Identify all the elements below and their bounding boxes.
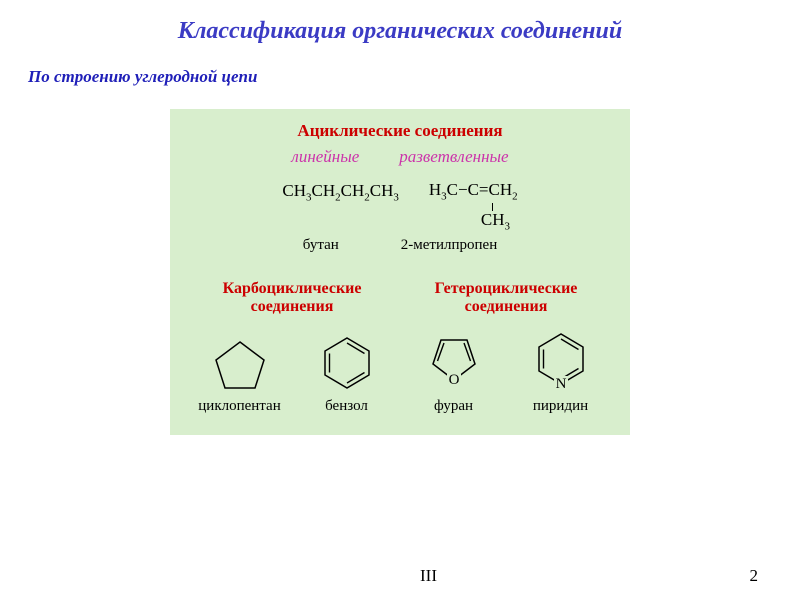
branched-label: разветвленные — [399, 147, 508, 167]
slide-page: Классификация органических соединений По… — [0, 0, 800, 600]
page-title: Классификация органических соединений — [0, 0, 800, 45]
furan-icon: O O — [422, 332, 486, 392]
acyclic-title: Ациклические соединения — [186, 121, 614, 141]
structure-row: циклопентан бензол O O — [186, 330, 614, 415]
benzene-cell: бензол — [293, 334, 400, 415]
footer-roman: III — [420, 566, 437, 586]
page-subtitle: По строению углеродной цепи — [28, 67, 800, 87]
cyclopentane-icon — [212, 338, 268, 392]
linear-label: линейные — [291, 147, 359, 167]
methylpropene-formula: H3C−C=CH2 CH3 — [429, 181, 518, 233]
pyridine-icon: N — [531, 330, 591, 392]
cyclopentane-cell: циклопентан — [186, 338, 293, 415]
acyclic-subheads: линейные разветвленные — [186, 147, 614, 167]
carbo-title: Карбоциклические соединения — [223, 280, 362, 316]
cyclopentane-label: циклопентан — [198, 398, 280, 415]
methylpropene-name: 2-метилпропен — [401, 237, 497, 254]
furan-cell: O O фуран — [400, 332, 507, 415]
furan-label: фуран — [434, 398, 473, 415]
butane-formula: CH3CH2CH2CH3 — [282, 181, 399, 233]
classification-box: Ациклические соединения линейные разветв… — [170, 109, 630, 435]
svg-text:O: O — [448, 372, 459, 388]
butane-name: бутан — [303, 237, 339, 254]
acyclic-names: бутан 2-метилпропен — [186, 237, 614, 254]
cyclic-titles: Карбоциклические соединения Гетероциклич… — [186, 280, 614, 316]
pyridine-label: пиридин — [533, 398, 588, 415]
svg-text:N: N — [555, 376, 566, 392]
benzene-icon — [320, 334, 374, 392]
pyridine-cell: N пиридин — [507, 330, 614, 415]
acyclic-formulas: CH3CH2CH2CH3 H3C−C=CH2 CH3 — [186, 181, 614, 233]
benzene-label: бензол — [325, 398, 368, 415]
hetero-title: Гетероциклические соединения — [435, 280, 578, 316]
footer-page: 2 — [750, 566, 759, 586]
